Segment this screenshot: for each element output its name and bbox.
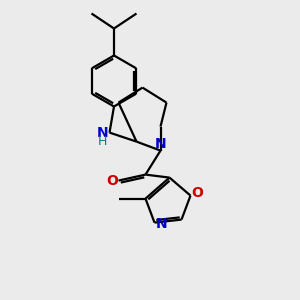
Text: N: N (97, 126, 109, 140)
Text: N: N (155, 137, 166, 151)
Text: N: N (155, 217, 167, 231)
Text: O: O (106, 174, 118, 188)
Text: H: H (98, 135, 108, 148)
Text: O: O (191, 186, 203, 200)
